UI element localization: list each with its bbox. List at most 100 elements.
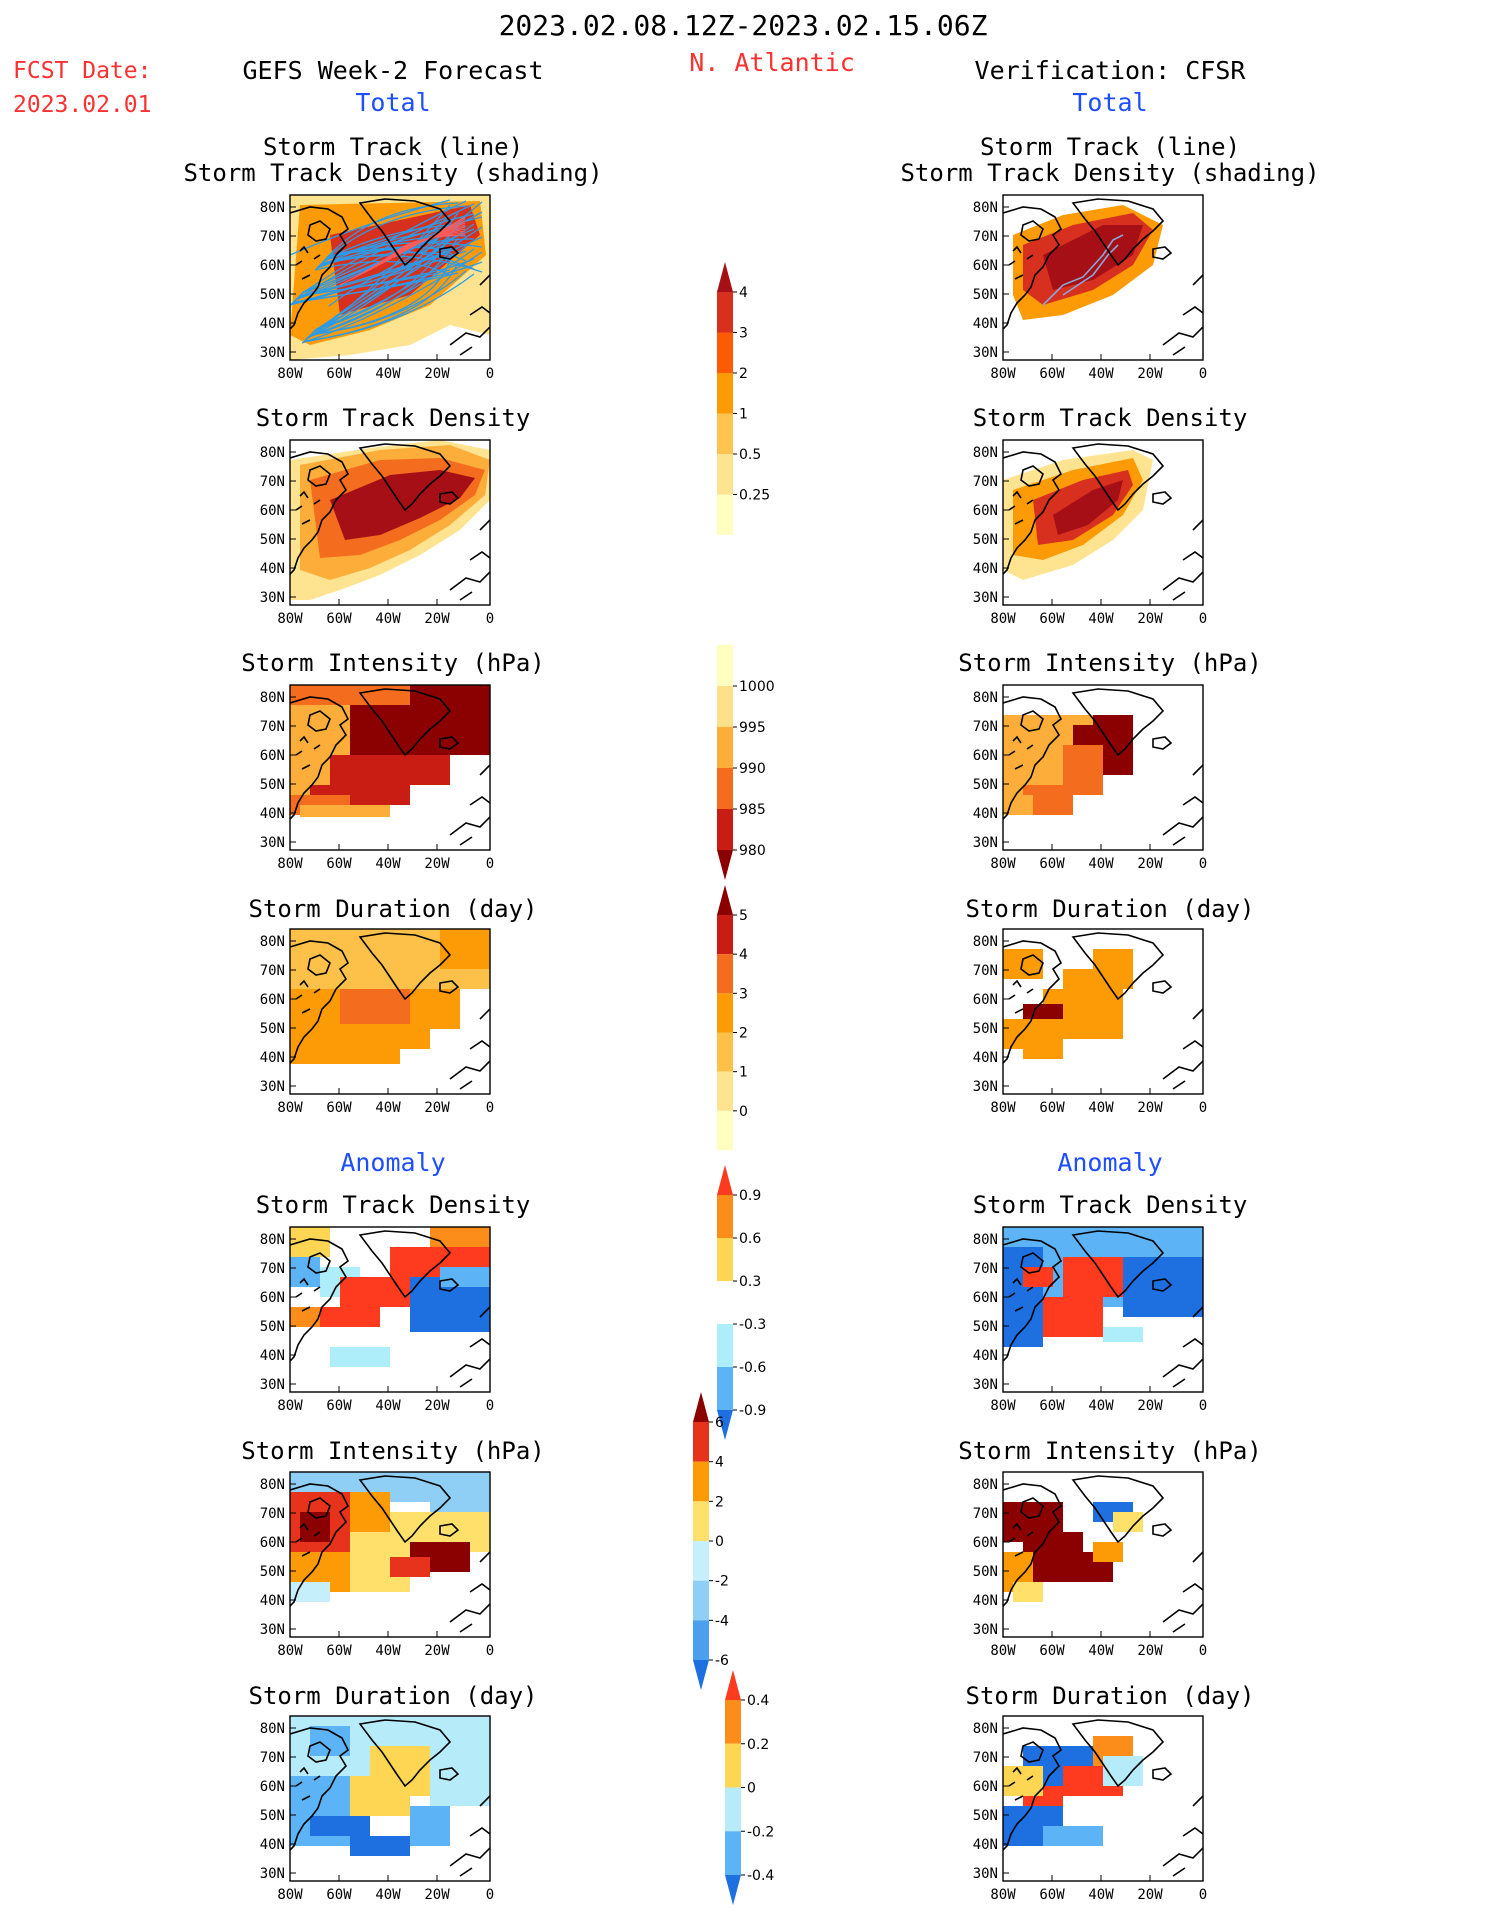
lon-tick-label: 0 bbox=[1199, 366, 1207, 382]
storm-track-line bbox=[328, 228, 475, 307]
colorbar-segment bbox=[693, 1620, 709, 1660]
greenland-coastline bbox=[1071, 1475, 1165, 1544]
lat-tick-label: 60N bbox=[260, 748, 285, 764]
europe-coastline bbox=[1162, 764, 1203, 846]
lon-tick-label: 20W bbox=[424, 1643, 450, 1659]
colorbar-label: 0.5 bbox=[739, 447, 761, 463]
iceland-coastline bbox=[439, 736, 460, 750]
lat-tick-label: 80N bbox=[260, 200, 285, 216]
colorbar-label: -2 bbox=[715, 1574, 729, 1590]
grid-cell bbox=[430, 1472, 490, 1512]
lat-tick-label: 50N bbox=[260, 1021, 285, 1037]
colorbar-segment bbox=[717, 1367, 733, 1410]
lon-tick-label: 80W bbox=[277, 856, 303, 872]
storm-track-line bbox=[387, 232, 466, 262]
north-america-coastline bbox=[1003, 940, 1063, 1064]
grid-cell bbox=[330, 755, 450, 785]
lat-tick-label: 50N bbox=[973, 1564, 998, 1580]
lon-tick-label: 20W bbox=[424, 856, 450, 872]
iceland-coastline bbox=[1152, 1278, 1173, 1292]
colorbar-segment bbox=[725, 1743, 741, 1788]
storm-track-line bbox=[296, 236, 483, 299]
colorbar-label: 0.4 bbox=[747, 1693, 769, 1709]
lon-tick-label: 60W bbox=[1039, 1643, 1065, 1659]
lat-tick-label: 60N bbox=[973, 1290, 998, 1306]
right-duration-map: 80N 70N 60N 50N 40N 30N 80W 60W 40W 20W 0 bbox=[973, 928, 1207, 1116]
lat-tick-label: 30N bbox=[973, 1377, 998, 1393]
lon-tick-label: 60W bbox=[326, 856, 352, 872]
north-america-coastline bbox=[1003, 206, 1063, 330]
lon-tick-label: 40W bbox=[1088, 1100, 1114, 1116]
colorbar-tip bbox=[717, 1410, 733, 1440]
baffin-coastline bbox=[307, 1252, 331, 1274]
colorbar-label: -6 bbox=[715, 1653, 729, 1669]
lat-tick-label: 70N bbox=[973, 963, 998, 979]
colorbar-segment bbox=[717, 768, 733, 809]
right-intensity-map-frame bbox=[1002, 684, 1204, 851]
lon-tick-label: 20W bbox=[1137, 366, 1163, 382]
storm-track-line bbox=[322, 202, 459, 263]
colorbar-label: 0.6 bbox=[739, 1231, 761, 1247]
storm-track-line bbox=[326, 242, 483, 259]
colorbar-label: 1 bbox=[739, 407, 748, 423]
right-track-map-frame bbox=[1002, 194, 1204, 361]
storm-track-line bbox=[393, 234, 466, 259]
lat-tick-label: 60N bbox=[973, 992, 998, 1008]
colorbar-label: 3 bbox=[739, 326, 748, 342]
colorbar-segment bbox=[693, 1580, 709, 1621]
colorbar-segment bbox=[717, 1324, 733, 1367]
colorbar-duration-total: 5 4 3 2 1 0 bbox=[717, 885, 748, 1150]
lat-tick-label: 70N bbox=[973, 229, 998, 245]
europe-coastline bbox=[449, 1008, 490, 1090]
greenland-coastline bbox=[358, 932, 452, 1001]
colorbar-tip bbox=[693, 1660, 709, 1690]
storm-track-line bbox=[1062, 244, 1119, 296]
lon-tick-label: 60W bbox=[1039, 1887, 1065, 1903]
lat-tick-label: 80N bbox=[260, 1232, 285, 1248]
greenland-coastline bbox=[1071, 688, 1165, 757]
colorbar-label: 985 bbox=[739, 802, 766, 818]
grid-cell bbox=[440, 929, 490, 969]
lon-tick-label: 60W bbox=[1039, 856, 1065, 872]
colorbar-label: 0 bbox=[715, 1534, 724, 1550]
right-anom-density-title: Storm Track Density bbox=[972, 1191, 1248, 1219]
europe-coastline bbox=[1162, 1795, 1203, 1877]
colorbar-segment bbox=[717, 332, 733, 373]
colorbar-segment bbox=[717, 1071, 733, 1111]
lat-tick-label: 40N bbox=[260, 1593, 285, 1609]
iceland-coastline bbox=[439, 1523, 460, 1537]
europe-coastline bbox=[449, 1795, 490, 1877]
colorbar-label: 990 bbox=[739, 761, 766, 777]
europe-coastline bbox=[1162, 1306, 1203, 1388]
arctic-islands-coastline bbox=[295, 245, 321, 280]
colorbar-label: -0.2 bbox=[747, 1824, 774, 1840]
lon-tick-label: 20W bbox=[1137, 1643, 1163, 1659]
north-america-coastline bbox=[290, 206, 350, 330]
lat-tick-label: 50N bbox=[973, 1808, 998, 1824]
left-duration-title: Storm Duration (day) bbox=[248, 895, 538, 923]
lat-tick-label: 40N bbox=[260, 316, 285, 332]
storm-track-line bbox=[315, 205, 467, 270]
colorbar-segment bbox=[693, 1501, 709, 1541]
left-track-map-frame bbox=[289, 194, 491, 361]
colorbar-intensity-anomaly: 6 4 2 0 -2 -4 -6 bbox=[693, 1392, 729, 1690]
colorbar-tip bbox=[717, 850, 733, 880]
lat-tick-label: 40N bbox=[973, 1050, 998, 1066]
grid-cell bbox=[310, 1816, 370, 1836]
lon-tick-label: 0 bbox=[486, 1398, 494, 1414]
lon-tick-label: 40W bbox=[375, 1887, 401, 1903]
region-title: N. Atlantic bbox=[689, 48, 855, 77]
greenland-coastline bbox=[358, 1719, 452, 1788]
lon-tick-label: 20W bbox=[424, 1887, 450, 1903]
lat-tick-label: 50N bbox=[260, 1319, 285, 1335]
lat-tick-label: 50N bbox=[260, 1808, 285, 1824]
date-range-title: 2023.02.08.12Z-2023.02.15.06Z bbox=[498, 9, 988, 42]
greenland-coastline bbox=[1071, 198, 1165, 267]
colorbar-tip bbox=[717, 262, 733, 292]
lon-tick-label: 60W bbox=[326, 1100, 352, 1116]
right-track-line-title: Storm Track (line) bbox=[979, 133, 1241, 161]
grid-cell bbox=[1003, 1307, 1043, 1347]
right-anom-duration-map-frame bbox=[1002, 1715, 1204, 1882]
colorbar-segment bbox=[717, 494, 733, 535]
right-track-map: 80N 70N 60N 50N 40N 30N 80W 60W 40W 20W 0 bbox=[973, 194, 1207, 382]
